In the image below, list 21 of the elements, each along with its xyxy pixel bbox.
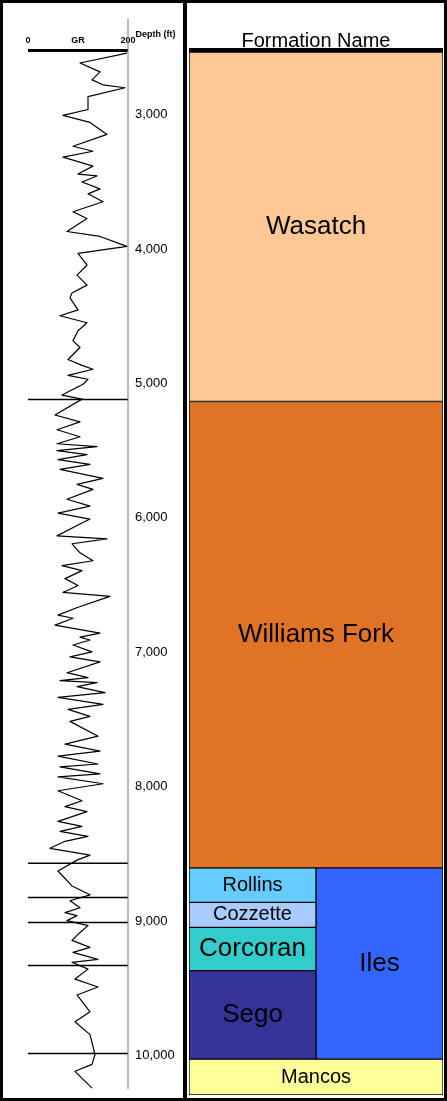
y-tick-label: 6,000 bbox=[135, 509, 168, 525]
y-tick-label: 10,000 bbox=[135, 1047, 175, 1063]
series-label: Sego bbox=[222, 998, 283, 1029]
y-tick-label: 9,000 bbox=[135, 912, 168, 928]
x-tick-label: 200 bbox=[120, 35, 136, 46]
series-label: Williams Fork bbox=[238, 617, 395, 648]
series-label: Iles bbox=[359, 946, 400, 977]
y-tick-label: 5,000 bbox=[135, 374, 168, 390]
series-label: Rollins bbox=[222, 872, 283, 895]
series-label: Corcoran bbox=[199, 932, 306, 963]
y-tick-label: 4,000 bbox=[135, 240, 168, 256]
y-tick-label: 7,000 bbox=[135, 643, 168, 659]
y-tick-label: 8,000 bbox=[135, 778, 168, 794]
x-tick-label: 0 bbox=[25, 35, 31, 46]
series-label: Cozzette bbox=[213, 902, 292, 925]
series-label: Wasatch bbox=[265, 209, 367, 240]
y-tick-label: 3,000 bbox=[135, 106, 168, 122]
series-label: Mancos bbox=[280, 1064, 352, 1087]
y-axis-title: Depth (ft) bbox=[135, 28, 176, 39]
x-axis-title: GR bbox=[71, 34, 86, 45]
chart-title: Formation Name bbox=[241, 29, 391, 51]
